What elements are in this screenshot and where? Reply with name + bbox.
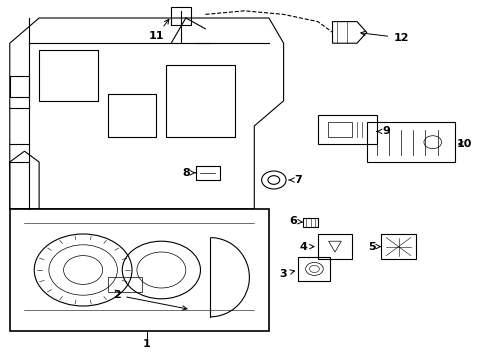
Text: 2: 2 bbox=[113, 290, 186, 310]
Text: 12: 12 bbox=[360, 31, 408, 43]
Text: 9: 9 bbox=[376, 126, 389, 136]
Bar bbox=[107, 277, 142, 292]
Bar bbox=[10, 209, 268, 331]
Bar bbox=[298, 257, 329, 281]
Text: 1: 1 bbox=[142, 339, 150, 349]
Bar bbox=[366, 122, 454, 162]
Bar bbox=[195, 166, 220, 180]
Bar bbox=[171, 7, 190, 25]
Text: 6: 6 bbox=[289, 216, 302, 226]
Bar bbox=[317, 115, 376, 144]
Bar bbox=[303, 218, 317, 227]
Bar bbox=[327, 122, 351, 137]
Bar bbox=[107, 94, 156, 137]
Bar bbox=[381, 234, 415, 259]
Bar bbox=[39, 50, 98, 101]
Text: 11: 11 bbox=[148, 19, 168, 41]
Text: 4: 4 bbox=[299, 242, 313, 252]
Bar bbox=[166, 65, 234, 137]
Bar bbox=[10, 76, 29, 97]
Text: 10: 10 bbox=[456, 139, 471, 149]
Text: 3: 3 bbox=[279, 269, 294, 279]
Text: 7: 7 bbox=[288, 175, 302, 185]
Text: 5: 5 bbox=[367, 242, 380, 252]
Bar bbox=[317, 234, 351, 259]
Text: 8: 8 bbox=[182, 168, 195, 178]
